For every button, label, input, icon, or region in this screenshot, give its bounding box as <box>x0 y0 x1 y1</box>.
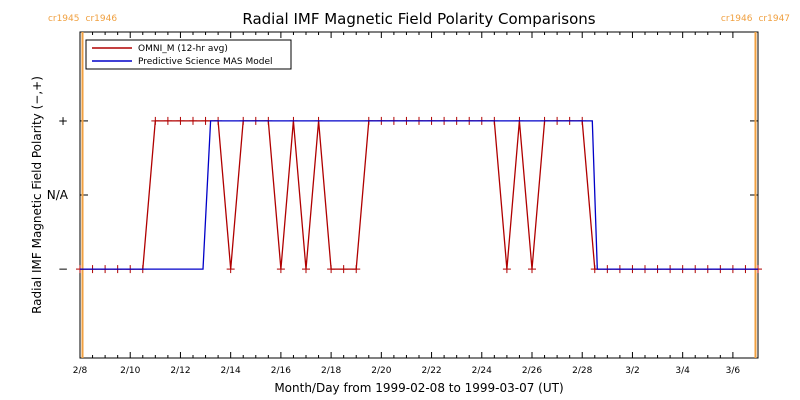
x-tick-label: 2/28 <box>572 366 592 376</box>
legend-label-mas: Predictive Science MAS Model <box>138 57 273 67</box>
x-tick-label: 3/6 <box>726 366 741 376</box>
axis-ticks-group: 2/8 2/10 2/12 2/14 2/16 2/18 2/20 2/22 2/24 2/26 2… <box>47 32 758 376</box>
data-point <box>176 116 185 125</box>
series-line-1 <box>80 120 758 270</box>
x-axis-label: Month/Day from 1999-02-08 to 1999-03-07 … <box>274 381 563 395</box>
plot-frame-group <box>79 31 759 359</box>
data-point <box>226 265 235 274</box>
data-point <box>201 116 210 125</box>
carrington-label-right: cr1947 <box>758 14 790 24</box>
x-tick-label: 2/20 <box>371 366 391 376</box>
data-point <box>276 265 285 274</box>
carrington-label-right: cr1946 <box>86 14 118 24</box>
data-point <box>163 116 172 125</box>
data-point <box>339 265 348 274</box>
y-tick-label: N/A <box>47 188 69 202</box>
plot-frame <box>79 31 759 359</box>
data-point <box>302 265 310 274</box>
x-tick-label: 3/2 <box>625 366 639 376</box>
y-tick-label: + <box>58 114 68 128</box>
y-axis-label: Radial IMF Magnetic Field Polarity (−,+) <box>30 76 44 314</box>
x-tick-label: 2/22 <box>421 366 441 376</box>
x-tick-label: 2/8 <box>73 366 88 376</box>
chart-title: Radial IMF Magnetic Field Polarity Compa… <box>242 10 595 28</box>
y-tick-label: − <box>58 262 68 276</box>
carrington-markers-group: cr1945 cr1946 cr1946 cr1947 <box>48 14 790 358</box>
data-point <box>189 116 197 125</box>
carrington-label-left: cr1945 <box>48 14 80 24</box>
carrington-label-left: cr1946 <box>721 14 753 24</box>
x-tick-label: 2/12 <box>170 366 190 376</box>
legend-box <box>85 39 292 70</box>
data-point <box>528 265 536 274</box>
x-tick-label: 2/14 <box>221 366 241 376</box>
x-tick-label: 2/24 <box>472 366 492 376</box>
x-tick-label: 2/18 <box>321 366 341 376</box>
data-point <box>327 265 336 274</box>
x-tick-label: 3/4 <box>675 366 690 376</box>
data-point <box>502 265 511 274</box>
x-tick-label: 2/16 <box>271 366 291 376</box>
x-tick-label: 2/10 <box>120 366 140 376</box>
series-line-0 <box>80 120 758 270</box>
data-point <box>151 116 160 125</box>
series-group <box>76 116 762 274</box>
data-point <box>352 265 361 274</box>
legend-label-omni: OMNI_M (12-hr avg) <box>138 44 228 54</box>
x-tick-label: 2/26 <box>522 366 542 376</box>
legend: OMNI_M (12-hr avg) Predictive Science MA… <box>85 39 292 70</box>
